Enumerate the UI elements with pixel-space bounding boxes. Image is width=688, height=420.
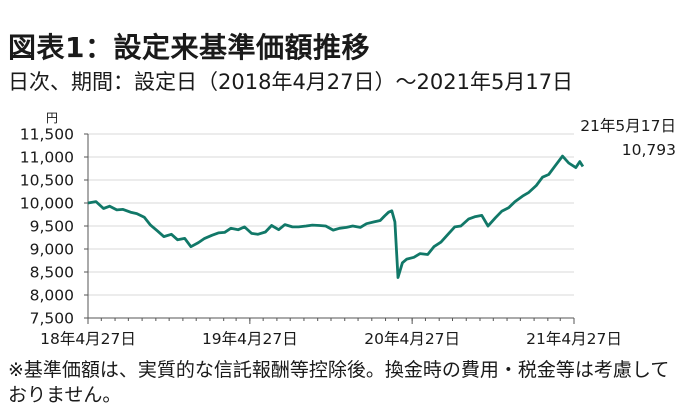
- y-unit-label: 円: [46, 111, 58, 125]
- y-tick-label: 9,000: [30, 241, 74, 259]
- y-tick-label: 11,500: [20, 126, 74, 144]
- chart-subtitle: 日次、期間：設定日（2018年4月27日）～2021年5月17日: [8, 70, 574, 94]
- y-tick-label: 8,000: [30, 287, 74, 305]
- y-tick-label: 9,500: [30, 218, 74, 236]
- x-tick-label: 18年4月27日: [40, 330, 136, 348]
- x-tick-label: 19年4月27日: [202, 330, 298, 348]
- y-tick-label: 11,000: [20, 149, 74, 167]
- x-tick-label: 20年4月27日: [364, 330, 460, 348]
- y-tick-labels: 7,500 8,000 8,500 9,000 9,500 10,000 10,500 11,…: [20, 126, 88, 328]
- end-value-annotation: 10,793: [622, 141, 676, 159]
- footnote: ※基準価額は、実質的な信託報酬等控除後。換金時の費用・税金等は考慮しておりません…: [8, 359, 670, 406]
- x-tick-labels: 18年4月27日 19年4月27日 20年4月27日 21年4月27日: [40, 318, 622, 348]
- y-tick-label: 10,000: [20, 195, 74, 213]
- y-tick-label: 7,500: [30, 310, 74, 328]
- series-line: [87, 154, 585, 279]
- x-tick-label: 21年4月27日: [526, 330, 622, 348]
- gridlines: [88, 133, 574, 296]
- y-tick-label: 10,500: [20, 172, 74, 190]
- y-tick-label: 8,500: [30, 264, 74, 282]
- chart-title: 図表1：設定来基準価額推移: [8, 31, 370, 64]
- end-date-annotation: 21年5月17日: [580, 117, 676, 135]
